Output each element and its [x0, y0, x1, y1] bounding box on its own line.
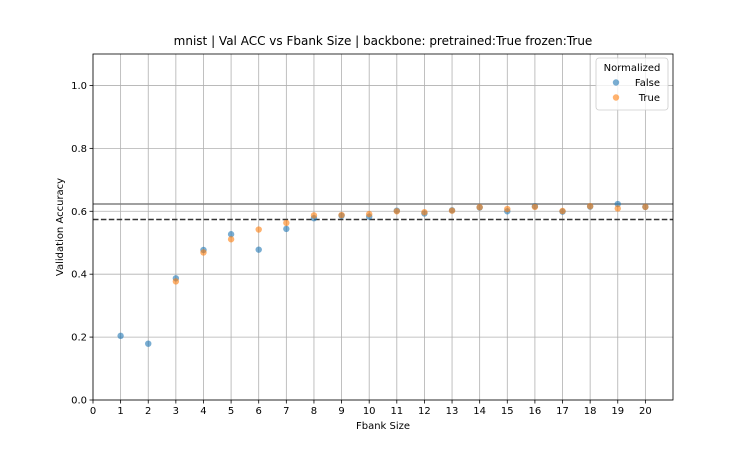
legend-label-true: True [638, 93, 660, 104]
point-true [227, 236, 235, 243]
x-tick-label: 2 [145, 406, 151, 417]
point-false [255, 246, 262, 253]
y-tick-label: 0.2 [71, 333, 87, 344]
x-tick-label: 8 [311, 406, 317, 417]
x-tick-label: 13 [446, 406, 459, 417]
point-true [421, 209, 428, 216]
y-axis-label: Validation Accuracy [55, 178, 66, 276]
x-tick-label: 16 [529, 406, 542, 417]
point-false [145, 340, 152, 347]
x-tick-label: 5 [228, 406, 234, 417]
x-tick-label: 12 [418, 406, 431, 417]
x-tick-label: 20 [639, 406, 652, 417]
x-tick-label: 1 [117, 406, 123, 417]
point-true [255, 226, 262, 233]
point-true [504, 205, 511, 213]
x-tick-label: 6 [256, 406, 262, 417]
y-tick-label: 0.8 [71, 144, 87, 155]
point-true [476, 203, 483, 211]
point-false [227, 231, 235, 238]
x-tick-label: 15 [501, 406, 514, 417]
x-tick-label: 11 [390, 406, 403, 417]
point-false [117, 332, 124, 340]
point-true [338, 211, 345, 219]
reference-lines [93, 203, 673, 221]
point-true [531, 203, 539, 211]
point-true [200, 249, 207, 256]
x-tick-label: 17 [556, 406, 569, 417]
legend-marker-true [612, 94, 620, 101]
x-tick-label: 19 [611, 406, 624, 417]
x-tick-label: 0 [90, 406, 96, 417]
point-false [614, 200, 621, 208]
point-true [448, 207, 456, 214]
point-true [283, 219, 290, 227]
data-points [117, 200, 649, 347]
plot-frame [92, 53, 674, 401]
x-tick-label: 10 [363, 406, 376, 417]
point-true [365, 210, 373, 218]
point-true [614, 205, 621, 212]
y-tick-label: 0.4 [71, 270, 87, 281]
legend-marker-false [612, 79, 620, 86]
point-true [393, 208, 401, 215]
x-tick-label: 7 [283, 406, 289, 417]
point-true [310, 212, 318, 219]
y-tick-label: 0.6 [71, 207, 87, 218]
point-true [559, 207, 566, 215]
x-tick-label: 18 [584, 406, 597, 417]
axis-ticks: 0 1 2 3 4 5 6 7 8 9 10 11 12 13 14 15 16 17 18 19 200.00.20.… [71, 81, 652, 417]
legend: Normalized False True [595, 57, 669, 111]
x-axis-label: Fbank Size [356, 421, 410, 432]
x-tick-label: 3 [173, 406, 179, 417]
point-false [283, 225, 290, 233]
point-true [586, 203, 594, 210]
legend-title: Normalized [604, 63, 661, 74]
x-tick-label: 4 [200, 406, 206, 417]
x-tick-label: 14 [473, 406, 486, 417]
y-tick-label: 0.0 [71, 396, 87, 407]
chart-title: mnist | Val ACC vs Fbank Size | backbone… [174, 34, 593, 48]
point-true [172, 278, 180, 285]
y-tick-label: 1.0 [71, 81, 87, 92]
point-true [642, 203, 649, 211]
x-tick-label: 9 [338, 406, 344, 417]
legend-label-false: False [635, 78, 660, 89]
